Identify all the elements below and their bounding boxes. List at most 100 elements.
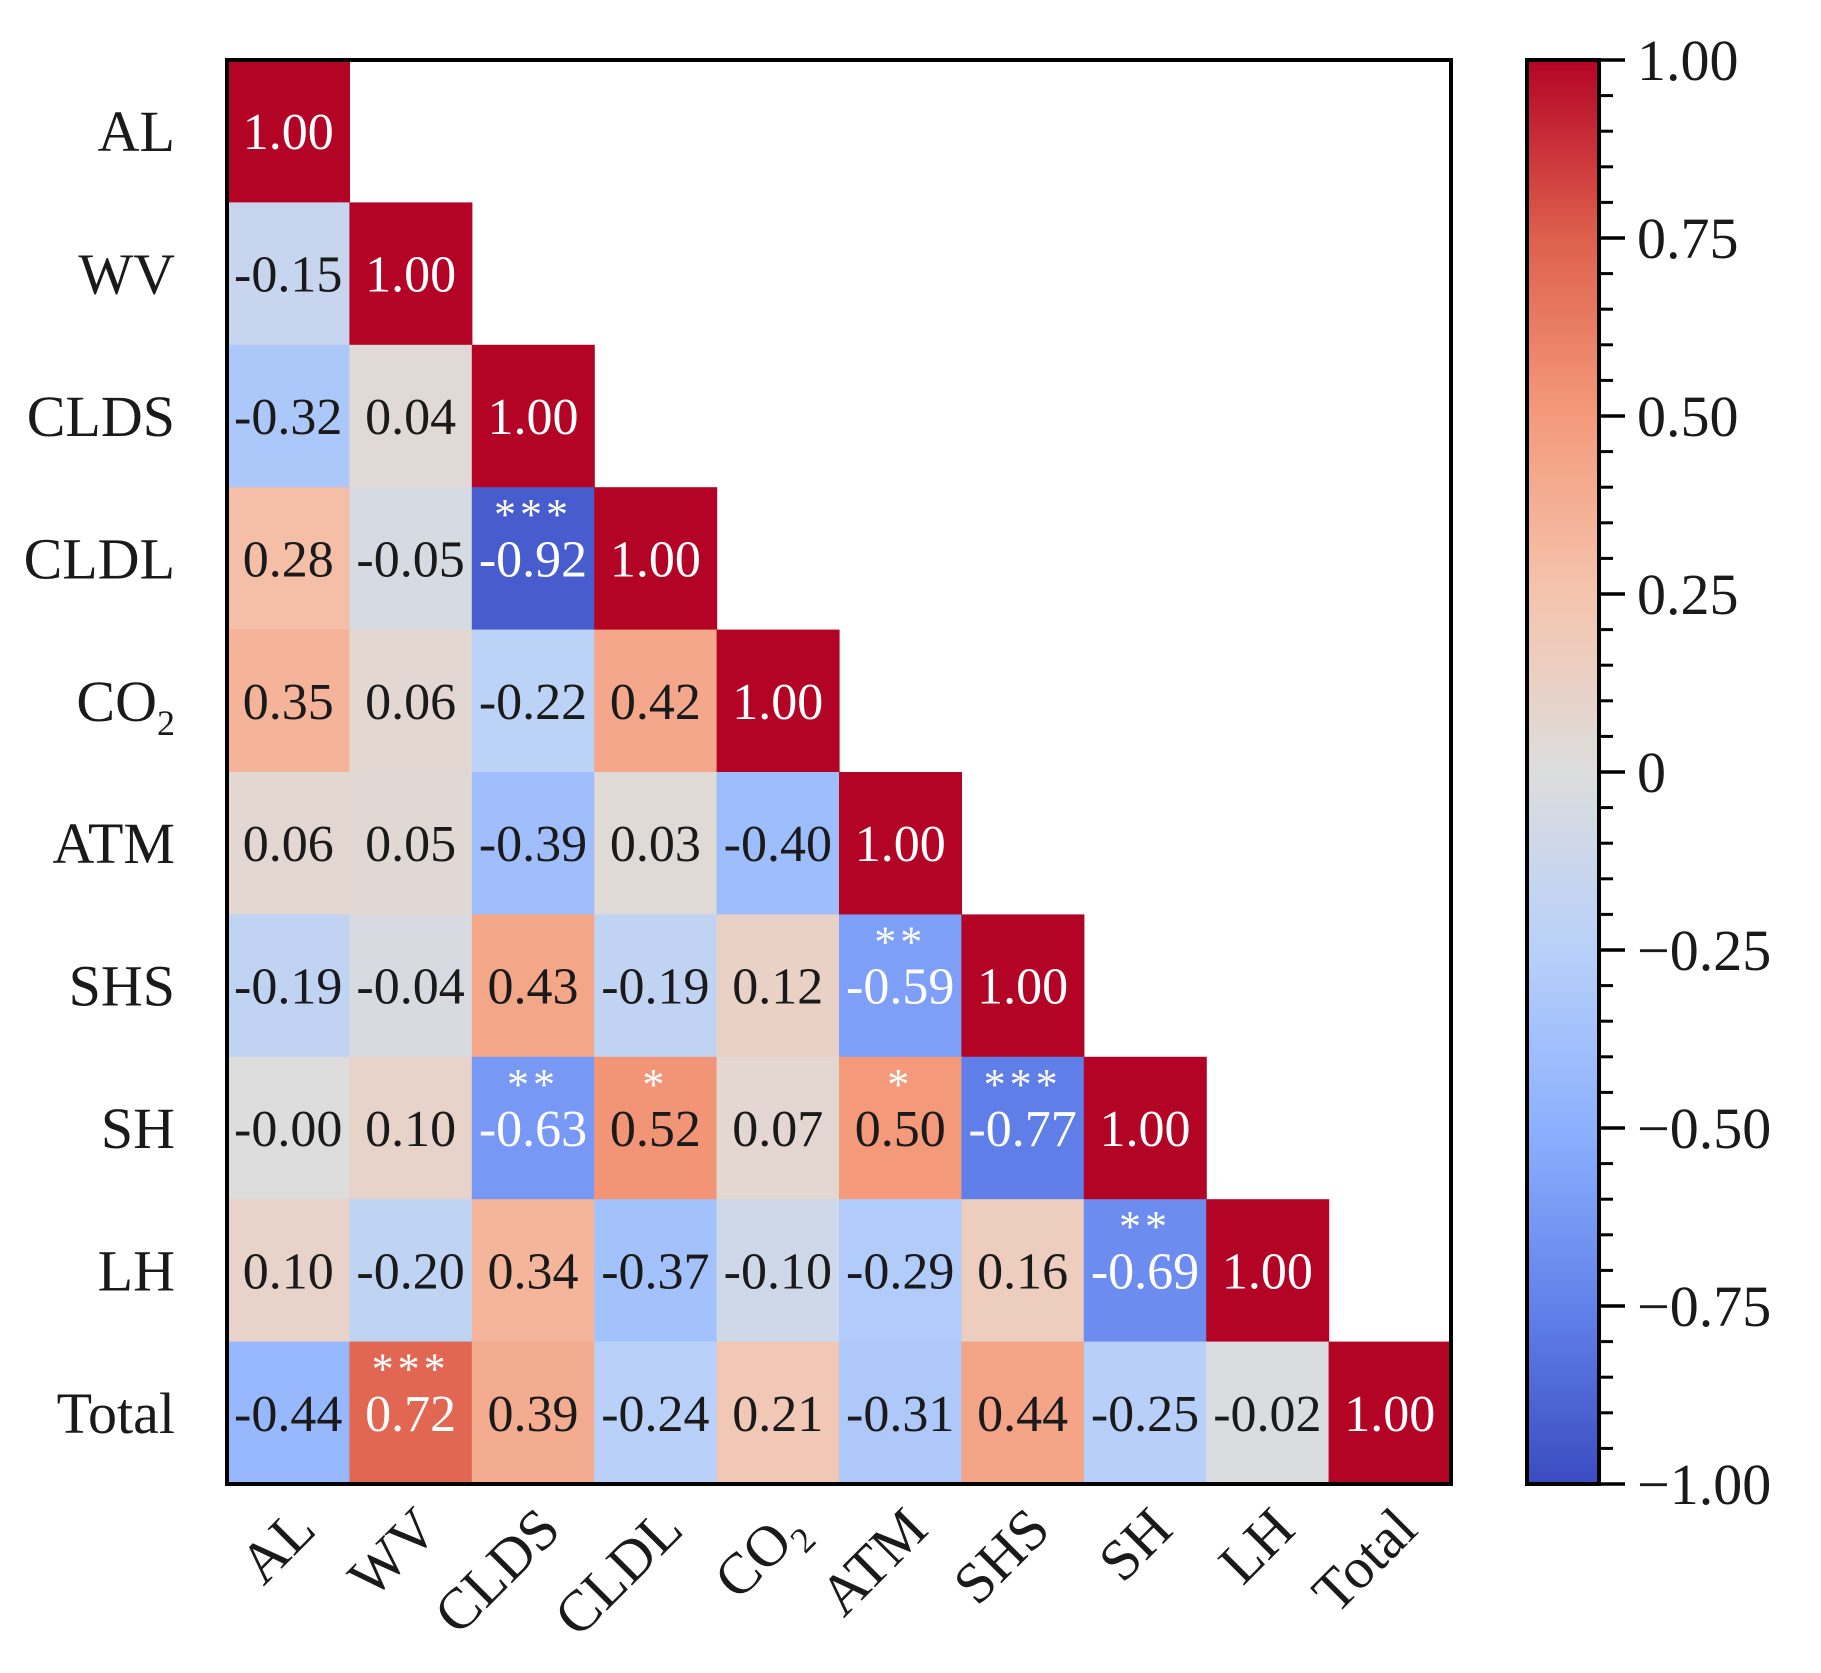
cell-value: 0.10 [243,1243,334,1300]
cell-r9-c2 [471,1341,595,1485]
cell-value: 1.00 [488,389,579,446]
colorbar: 1.00 0.75 0.50 0.25 0 −0.25 −0.50 −0.75 −1.00 [1525,28,1771,1517]
cell-r7-c3 [594,1056,718,1200]
colorbar-tick-label: 1.00 [1637,28,1739,93]
cell-value: -0.39 [479,816,587,873]
cell-value: 0.35 [243,674,334,731]
significance-mark: *** [372,1345,450,1394]
cell-r8-c7 [1083,1199,1207,1343]
colorbar-tick-label: 0.25 [1637,562,1739,627]
cell-value: 0.06 [243,816,334,873]
x-tick-label: ATM [807,1495,940,1628]
cell-value: 1.00 [1222,1243,1313,1300]
cell-r3-c2 [471,487,595,631]
cell-r8-c3 [594,1199,718,1343]
colorbar-tick-label: 0.50 [1637,384,1739,449]
cell-r1-c0 [227,202,350,346]
y-tick-label: ATM [53,811,175,876]
y-tick-label: CLDL [24,526,175,591]
cell-value: 0.44 [977,1386,1068,1443]
cell-r4-c2 [471,629,595,773]
x-tick-label: SH [1086,1495,1184,1593]
cell-value: 1.00 [732,674,823,731]
cell-r8-c0 [227,1199,350,1343]
cell-value: -0.77 [968,1101,1076,1158]
cell-value: 1.00 [855,816,946,873]
y-tick-label: AL [98,99,175,164]
colorbar-gradient [1525,58,1601,1486]
cell-value: 1.00 [243,104,334,161]
cell-value: -0.00 [234,1101,342,1158]
significance-mark: ** [507,1060,559,1109]
significance-mark: *** [984,1060,1062,1109]
cell-value: 0.42 [610,674,701,731]
cell-r6-c1 [349,914,473,1058]
cell-r2-c1 [349,344,473,488]
cell-r2-c0 [227,344,350,488]
cell-r8-c8 [1206,1199,1330,1343]
cell-r9-c9 [1328,1341,1452,1485]
cell-value: -0.20 [356,1243,464,1300]
y-tick-label: Total [57,1381,175,1446]
cell-r5-c2 [471,772,595,915]
colorbar-tick-label: −0.75 [1637,1274,1771,1339]
significance-mark: * [887,1060,913,1109]
cell-value: -0.19 [234,959,342,1016]
cell-r2-c2 [471,344,595,488]
significance-mark: *** [494,490,572,539]
cell-value: -0.22 [479,674,587,731]
cell-r8-c1 [349,1199,473,1343]
cell-value: 0.28 [243,531,334,588]
colorbar-tick-label: −0.25 [1637,918,1771,983]
cell-r6-c4 [716,914,840,1058]
cell-r8-c4 [716,1199,840,1343]
cell-r7-c4 [716,1056,840,1200]
cell-r9-c8 [1206,1341,1330,1485]
cell-value: 0.16 [977,1243,1068,1300]
cell-r6-c6 [961,914,1085,1058]
cell-value: -0.32 [234,389,342,446]
cell-r4-c4 [716,629,840,773]
cell-value: -0.05 [356,531,464,588]
cell-value: 0.72 [365,1386,456,1443]
cell-value: 1.00 [610,531,701,588]
x-tick-label: CO2 [701,1495,823,1617]
plot-frame [225,58,1453,1486]
y-tick-label: LH [98,1238,175,1303]
cell-value: 1.00 [977,959,1068,1016]
x-tick-label: Total [1299,1495,1429,1625]
cell-r8-c5 [839,1199,962,1343]
significance-mark: * [642,1060,668,1109]
cell-value: 0.06 [365,674,456,731]
cell-value: 0.43 [488,959,579,1016]
colorbar-tick-label: −0.50 [1637,1096,1771,1161]
cell-value: -0.04 [356,959,464,1016]
cell-value: -0.10 [724,1243,832,1300]
cell-value: -0.69 [1091,1243,1199,1300]
cell-value: 1.00 [365,247,456,304]
y-tick-label: SHS [69,954,175,1019]
cell-r9-c1 [349,1341,473,1485]
cell-r4-c1 [349,629,473,773]
cell-value: 0.04 [365,389,456,446]
cell-value: -0.59 [846,959,954,1016]
cell-value: 1.00 [1344,1386,1435,1443]
cell-r7-c7 [1083,1056,1207,1200]
cell-r9-c6 [961,1341,1085,1485]
cell-value: -0.31 [846,1386,954,1443]
x-tick-label: AL [227,1495,328,1596]
cell-value: -0.40 [724,816,832,873]
heatmap-cells [227,60,1452,1485]
x-tick-label: SHS [941,1495,1062,1616]
cell-value: 0.05 [365,816,456,873]
cell-value: 0.10 [365,1101,456,1158]
cell-value: 0.34 [488,1243,579,1300]
y-tick-label: SH [101,1096,175,1161]
cell-r6-c2 [471,914,595,1058]
cell-r7-c5 [839,1056,962,1200]
cell-value: 0.21 [732,1386,823,1443]
cell-r4-c3 [594,629,718,773]
cell-r6-c5 [839,914,962,1058]
cell-r6-c3 [594,914,718,1058]
y-tick-label: CLDS [27,384,175,449]
